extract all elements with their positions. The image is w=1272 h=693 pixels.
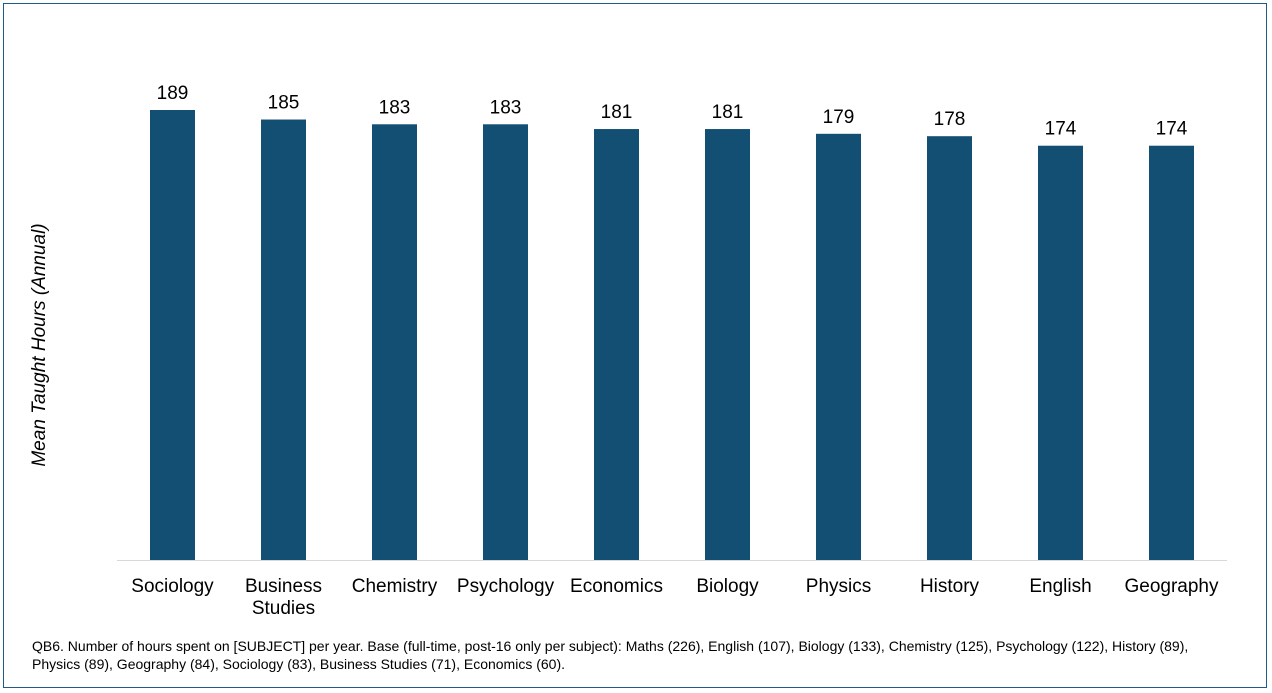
value-labels-layer: 189 185 183 183 181 181 179 178 174 174 [157, 83, 1188, 140]
bar-biology [705, 129, 750, 561]
y-axis-title: Mean Taught Hours (Annual) [29, 223, 50, 466]
bar-english [1038, 145, 1083, 560]
value-label: 174 [1045, 119, 1077, 140]
value-label: 183 [490, 97, 522, 118]
category-label: Business Studies [245, 576, 322, 619]
bars-layer [150, 110, 1194, 561]
category-label: Biology [696, 576, 759, 597]
category-label: Economics [570, 576, 663, 597]
category-label: History [920, 576, 980, 597]
value-label: 178 [934, 109, 966, 130]
bar-chemistry [372, 124, 417, 561]
value-label: 185 [268, 93, 300, 114]
bar-sociology [150, 110, 195, 560]
value-label: 183 [379, 97, 411, 118]
category-label: English [1029, 576, 1091, 597]
bar-business-studies [261, 119, 306, 561]
bar-physics [816, 133, 861, 561]
footnote: QB6. Number of hours spent on [SUBJECT] … [32, 638, 1189, 672]
value-label: 181 [601, 102, 633, 123]
category-label: Chemistry [352, 576, 438, 597]
category-label: Psychology [457, 576, 555, 597]
value-label: 174 [1156, 119, 1188, 140]
value-label: 189 [157, 83, 189, 104]
category-label: Physics [806, 576, 871, 597]
value-label: 179 [823, 107, 855, 128]
bar-economics [594, 129, 639, 561]
category-label: Geography [1124, 576, 1219, 597]
bar-psychology [483, 124, 528, 561]
category-labels-layer: Sociology Business Studies Chemistry Psychol… [131, 576, 1219, 619]
value-label: 181 [712, 102, 744, 123]
category-label: Sociology [131, 576, 214, 597]
bar-geography [1149, 145, 1194, 560]
bar-history [927, 136, 972, 560]
